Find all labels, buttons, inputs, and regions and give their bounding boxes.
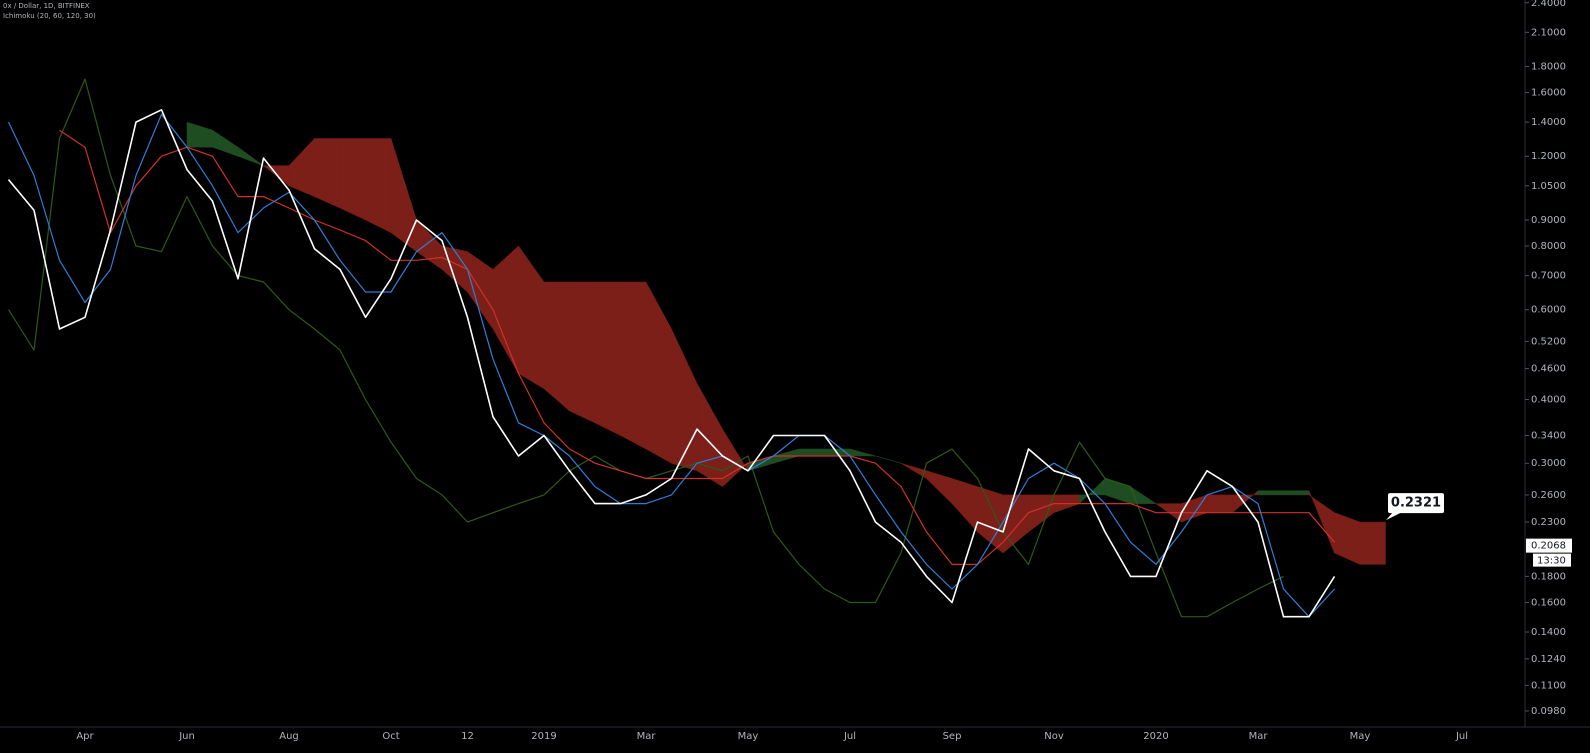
y-tick-label: 0.1400 [1531, 627, 1566, 638]
x-tick-label: Jul [1455, 731, 1468, 742]
annotation-label: 0.2321 [1391, 496, 1441, 511]
y-tick-label: 1.4000 [1531, 117, 1566, 128]
y-tick-label: 0.1100 [1531, 680, 1566, 691]
cloud-segment [1130, 486, 1157, 504]
y-tick-label: 0.8000 [1531, 241, 1566, 252]
x-tick-label: Jul [843, 731, 856, 742]
label-layer: 0.2068 13:30 0.2321 [1386, 493, 1572, 567]
last-price-box [1526, 538, 1572, 553]
y-tick-label: 1.8000 [1531, 61, 1566, 72]
axis-layer: 2.4000 2.1000 1.8000 1.6000 1.4000 1.2000 1.05… [76, 0, 1566, 742]
x-tick-label: Oct [382, 731, 399, 742]
x-tick-label: May [738, 731, 759, 742]
cloud-segment [1206, 494, 1233, 513]
cloud-segment [339, 138, 366, 221]
cloud-segment [314, 138, 341, 209]
x-tick-label: Apr [76, 731, 94, 742]
y-tick-label: 0.1600 [1531, 597, 1566, 608]
x-tick-label: Mar [1249, 731, 1269, 742]
y-tick-label: 0.5200 [1531, 336, 1566, 347]
y-tick-label: 2.4000 [1531, 0, 1566, 9]
y-tick-label: 0.4000 [1531, 395, 1566, 406]
cloud-layer [186, 121, 1386, 565]
cloud-segment [237, 146, 264, 166]
x-tick-label: 2019 [531, 731, 556, 742]
countdown-label: 13:30 [1537, 556, 1566, 567]
series-line [7, 109, 1336, 618]
y-tick-label: 2.1000 [1531, 27, 1566, 38]
y-tick-label: 0.6000 [1531, 305, 1566, 316]
y-tick-label: 0.3000 [1531, 458, 1566, 469]
y-tick-label: 0.3400 [1531, 431, 1566, 442]
series-line [7, 113, 1335, 618]
y-tick-label: 1.0500 [1531, 181, 1566, 192]
cloud-segment [543, 281, 570, 412]
annotation-pointer [1386, 512, 1402, 521]
y-tick-label: 0.4600 [1531, 364, 1566, 375]
x-tick-label: 12 [461, 731, 474, 742]
cloud-segment [594, 281, 621, 436]
y-tick-label: 1.2000 [1531, 151, 1566, 162]
y-tick-label: 0.9000 [1531, 215, 1566, 226]
x-tick-label: Aug [279, 731, 299, 742]
chart-subtitle: Ichimoku (20, 60, 120, 30) [3, 12, 96, 20]
last-price-label: 0.2068 [1531, 541, 1566, 552]
x-tick-label: Jun [178, 731, 195, 742]
cloud-segment [1359, 521, 1386, 565]
chart-title: 0x / Dollar, 1D, BITFINEX [3, 2, 90, 10]
cloud-segment [798, 448, 825, 457]
cloud-segment [1257, 490, 1284, 496]
cloud-segment [849, 448, 876, 457]
x-tick-label: Sep [943, 731, 962, 742]
line-layer [7, 78, 1336, 618]
y-tick-label: 0.2300 [1531, 517, 1566, 528]
cloud-segment [1283, 490, 1310, 496]
cloud-segment [620, 281, 647, 450]
y-tick-label: 1.6000 [1531, 88, 1566, 99]
y-tick-label: 0.2600 [1531, 490, 1566, 501]
y-tick-label: 0.1240 [1531, 654, 1566, 665]
y-tick-label: 0.1800 [1531, 571, 1566, 582]
cloud-segment [365, 138, 392, 234]
x-tick-label: 2020 [1143, 731, 1168, 742]
y-tick-label: 0.0980 [1531, 706, 1566, 717]
x-tick-label: May [1350, 731, 1371, 742]
x-tick-label: Mar [637, 731, 657, 742]
x-tick-label: Nov [1044, 731, 1064, 742]
countdown-box [1533, 553, 1571, 567]
series-line [59, 129, 1335, 565]
y-tick-label: 0.7000 [1531, 271, 1566, 282]
annotation-box [1388, 493, 1444, 514]
cloud-segment [569, 281, 596, 424]
